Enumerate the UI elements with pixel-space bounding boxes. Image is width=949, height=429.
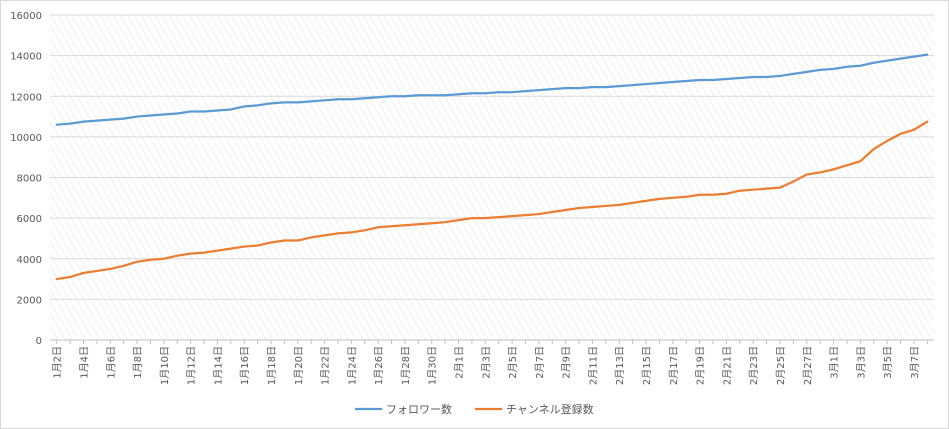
series-lines (55, 53, 929, 281)
x-tick-label: 2月15日 (641, 346, 653, 385)
x-tick-label: 3月7日 (909, 346, 921, 379)
x-tick-label: 2月17日 (668, 346, 680, 385)
x-tick-label: 3月3日 (855, 346, 867, 379)
x-tick-label: 1月14日 (212, 346, 224, 385)
x-tick-label: 2月1日 (454, 346, 466, 379)
x-tick-label: 1月8日 (132, 346, 144, 379)
legend-label-1: チャンネル登録数 (506, 402, 594, 416)
series-line-0 (55, 53, 929, 126)
x-tick-label: 1月18日 (266, 346, 278, 385)
x-tick-label: 1月28日 (400, 346, 412, 385)
y-tick-label: 8000 (17, 174, 42, 185)
legend: フォロワー数 チャンネル登録数 (355, 402, 594, 416)
x-tick-label: 1月10日 (159, 346, 171, 385)
x-tick-label: 2月9日 (561, 346, 573, 379)
x-tick-label: 1月2日 (52, 346, 64, 379)
x-tick-label: 2月3日 (480, 346, 492, 379)
x-tick-label: 2月11日 (587, 346, 599, 385)
x-tick-label: 2月19日 (695, 346, 707, 385)
x-tick-label: 1月6日 (105, 346, 117, 379)
x-axis: 1月2日 1月4日 1月6日 1月8日 1月10日 1月12日 1月14日 1月16日 1月18… (52, 340, 928, 385)
x-tick-label: 1月22日 (320, 346, 332, 385)
x-tick-label: 2月13日 (614, 346, 626, 385)
x-tick-label: 1月12日 (186, 346, 198, 385)
x-tick-label: 3月5日 (882, 346, 894, 379)
x-tick-label: 2月27日 (802, 346, 814, 385)
x-tick-label: 1月16日 (239, 346, 251, 385)
y-tick-label: 4000 (17, 255, 42, 266)
x-tick-label: 1月26日 (373, 346, 385, 385)
x-tick-label: 2月7日 (534, 346, 546, 379)
y-tick-label: 6000 (17, 214, 42, 225)
gridlines (50, 14, 934, 341)
y-tick-label: 14000 (10, 52, 42, 63)
x-tick-label: 2月25日 (775, 346, 787, 385)
y-axis: 0 2000 4000 6000 8000 10000 12000 14000 16000 (10, 11, 42, 347)
y-tick-label: 0 (36, 336, 42, 347)
x-tick-label: 2月5日 (507, 346, 519, 379)
x-tick-label: 3月1日 (829, 346, 841, 379)
x-tick-label: 2月21日 (721, 346, 733, 385)
x-tick-label: 1月24日 (346, 346, 358, 385)
series-line-1 (55, 120, 929, 281)
x-tick-label: 1月4日 (78, 346, 90, 379)
y-tick-label: 12000 (10, 92, 42, 103)
x-tick-label: 1月30日 (427, 346, 439, 385)
y-tick-label: 2000 (17, 295, 42, 306)
y-tick-label: 16000 (10, 11, 42, 22)
y-tick-label: 10000 (10, 133, 42, 144)
legend-label-0: フォロワー数 (386, 403, 452, 416)
x-tick-label: 2月23日 (748, 346, 760, 385)
x-tick-label: 1月20日 (293, 346, 305, 385)
